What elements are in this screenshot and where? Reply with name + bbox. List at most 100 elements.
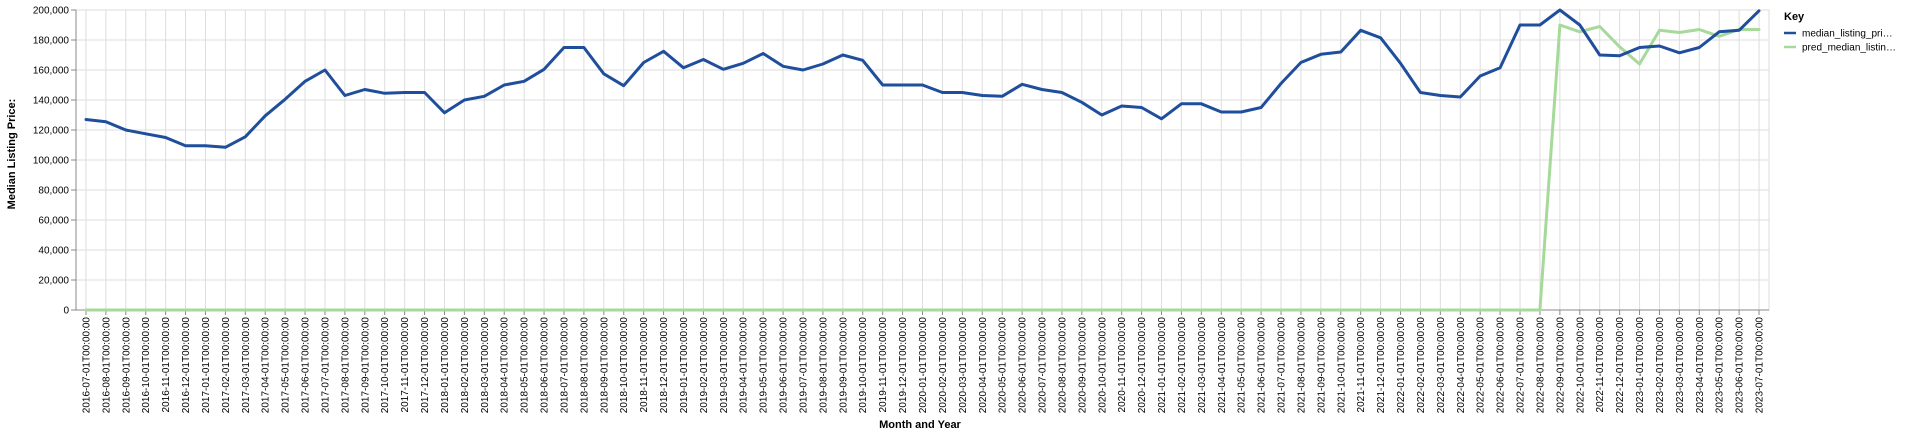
- x-tick-label: 2021-10-01T00:00:00: [1336, 317, 1347, 414]
- x-tick-label: 2022-05-01T00:00:00: [1476, 317, 1487, 414]
- x-tick-label: 2022-02-01T00:00:00: [1416, 317, 1427, 414]
- x-tick-label: 2017-11-01T00:00:00: [400, 317, 411, 413]
- x-tick-label: 2018-07-01T00:00:00: [559, 317, 570, 414]
- x-tick-label: 2020-10-01T00:00:00: [1097, 317, 1108, 414]
- x-tick-label: 2019-12-01T00:00:00: [898, 317, 909, 414]
- x-tick-label: 2017-07-01T00:00:00: [320, 317, 331, 414]
- legend-title: Key: [1784, 11, 1805, 23]
- x-tick-label: 2023-06-01T00:00:00: [1735, 317, 1746, 414]
- x-tick-label: 2020-11-01T00:00:00: [1117, 317, 1128, 413]
- x-tick-label: 2018-12-01T00:00:00: [659, 317, 670, 414]
- x-tick-label: 2016-10-01T00:00:00: [141, 317, 152, 414]
- y-tick-label: 0: [63, 306, 69, 317]
- x-tick-label: 2018-05-01T00:00:00: [520, 317, 531, 414]
- x-tick-label: 2020-05-01T00:00:00: [998, 317, 1009, 414]
- x-tick-label: 2022-10-01T00:00:00: [1575, 317, 1586, 414]
- x-tick-label: 2022-09-01T00:00:00: [1555, 317, 1566, 414]
- x-tick-label: 2019-06-01T00:00:00: [779, 317, 790, 414]
- x-tick-label: 2020-04-01T00:00:00: [978, 317, 989, 414]
- x-tick-label: 2019-08-01T00:00:00: [818, 317, 829, 414]
- y-tick-label: 20,000: [38, 276, 69, 287]
- x-tick-label: 2016-12-01T00:00:00: [181, 317, 192, 414]
- x-tick-label: 2021-03-01T00:00:00: [1197, 317, 1208, 414]
- x-tick-label: 2021-11-01T00:00:00: [1356, 317, 1367, 413]
- x-tick-label: 2019-10-01T00:00:00: [858, 317, 869, 414]
- x-tick-label: 2022-11-01T00:00:00: [1595, 317, 1606, 413]
- x-tick-label: 2022-07-01T00:00:00: [1516, 317, 1527, 414]
- x-tick-label: 2017-01-01T00:00:00: [201, 317, 212, 414]
- x-tick-label: 2018-11-01T00:00:00: [639, 317, 650, 413]
- x-axis: 2016-07-01T00:00:00 2016-08-01T00:00:00 20…: [76, 309, 1769, 414]
- x-tick-label: 2017-02-01T00:00:00: [221, 317, 232, 414]
- x-tick-label: 2021-07-01T00:00:00: [1277, 317, 1288, 414]
- x-tick-label: 2021-09-01T00:00:00: [1316, 317, 1327, 414]
- x-tick-label: 2021-12-01T00:00:00: [1376, 317, 1387, 414]
- x-tick-label: 2020-03-01T00:00:00: [958, 317, 969, 414]
- x-tick-label: 2020-09-01T00:00:00: [1077, 317, 1088, 414]
- x-tick-label: 2017-09-01T00:00:00: [360, 317, 371, 414]
- y-tick-label: 200,000: [33, 6, 70, 17]
- x-tick-label: 2018-08-01T00:00:00: [579, 317, 590, 414]
- x-tick-label: 2020-02-01T00:00:00: [938, 317, 949, 414]
- x-tick-label: 2017-10-01T00:00:00: [380, 317, 391, 414]
- x-tick-label: 2016-11-01T00:00:00: [161, 317, 172, 413]
- x-tick-label: 2021-06-01T00:00:00: [1257, 317, 1268, 414]
- y-tick-label: 80,000: [38, 186, 69, 197]
- x-tick-label: 2019-03-01T00:00:00: [719, 317, 730, 414]
- x-tick-label: 2017-05-01T00:00:00: [281, 317, 292, 414]
- x-tick-label: 2023-05-01T00:00:00: [1715, 317, 1726, 414]
- x-tick-label: 2020-08-01T00:00:00: [1057, 317, 1068, 414]
- series-line: [84, 8, 1761, 149]
- legend: Key median_listing_pri… pred_median_listi…: [1784, 11, 1896, 54]
- x-tick-label: 2017-12-01T00:00:00: [420, 317, 431, 414]
- y-axis-title: Median Listing Price:: [6, 99, 18, 210]
- grid: [75, 9, 1770, 311]
- x-tick-label: 2022-06-01T00:00:00: [1496, 317, 1507, 414]
- y-tick-label: 180,000: [33, 36, 70, 47]
- y-tick-label: 60,000: [38, 216, 69, 227]
- legend-label: median_listing_pri…: [1802, 29, 1893, 40]
- y-tick-label: 40,000: [38, 246, 69, 257]
- x-tick-label: 2018-06-01T00:00:00: [540, 317, 551, 414]
- x-tick-label: 2021-01-01T00:00:00: [1157, 317, 1168, 414]
- y-tick-label: 160,000: [33, 66, 70, 77]
- x-tick-label: 2019-04-01T00:00:00: [739, 317, 750, 414]
- y-axis: 0 20,000 40,000 60,000 80,000 100,000 120,000 1…: [33, 6, 77, 317]
- y-tick-label: 100,000: [33, 156, 70, 167]
- x-tick-label: 2018-09-01T00:00:00: [599, 317, 610, 414]
- x-axis-title: Month and Year: [879, 419, 961, 431]
- x-tick-label: 2020-12-01T00:00:00: [1137, 317, 1148, 414]
- x-tick-label: 2022-03-01T00:00:00: [1436, 317, 1447, 414]
- x-tick-label: 2019-07-01T00:00:00: [798, 317, 809, 414]
- x-tick-label: 2017-04-01T00:00:00: [261, 317, 272, 414]
- series-line: [84, 23, 1761, 312]
- x-tick-label: 2019-01-01T00:00:00: [679, 317, 690, 414]
- x-tick-label: 2023-02-01T00:00:00: [1655, 317, 1666, 414]
- x-tick-label: 2021-02-01T00:00:00: [1177, 317, 1188, 414]
- x-tick-label: 2019-05-01T00:00:00: [759, 317, 770, 414]
- x-tick-label: 2023-03-01T00:00:00: [1675, 317, 1686, 414]
- x-tick-label: 2017-06-01T00:00:00: [301, 317, 312, 414]
- x-tick-label: 2021-04-01T00:00:00: [1217, 317, 1228, 414]
- x-tick-label: 2023-04-01T00:00:00: [1695, 317, 1706, 414]
- x-tick-label: 2016-09-01T00:00:00: [121, 317, 132, 414]
- x-tick-label: 2017-03-01T00:00:00: [241, 317, 252, 414]
- x-tick-label: 2019-02-01T00:00:00: [699, 317, 710, 414]
- y-tick-label: 120,000: [33, 126, 70, 137]
- x-tick-label: 2021-08-01T00:00:00: [1296, 317, 1307, 414]
- x-tick-label: 2022-12-01T00:00:00: [1615, 317, 1626, 414]
- x-tick-label: 2022-08-01T00:00:00: [1535, 317, 1546, 414]
- x-tick-label: 2022-01-01T00:00:00: [1396, 317, 1407, 414]
- x-tick-label: 2016-08-01T00:00:00: [101, 317, 112, 414]
- x-tick-label: 2022-04-01T00:00:00: [1456, 317, 1467, 414]
- x-tick-label: 2019-11-01T00:00:00: [878, 317, 889, 413]
- x-tick-label: 2019-09-01T00:00:00: [838, 317, 849, 414]
- series-lines: [84, 8, 1761, 312]
- x-tick-label: 2021-05-01T00:00:00: [1237, 317, 1248, 414]
- x-tick-label: 2018-10-01T00:00:00: [619, 317, 630, 414]
- x-tick-label: 2016-07-01T00:00:00: [81, 317, 92, 414]
- x-tick-label: 2023-01-01T00:00:00: [1635, 317, 1646, 414]
- x-tick-label: 2018-01-01T00:00:00: [440, 317, 451, 414]
- x-tick-label: 2018-02-01T00:00:00: [460, 317, 471, 414]
